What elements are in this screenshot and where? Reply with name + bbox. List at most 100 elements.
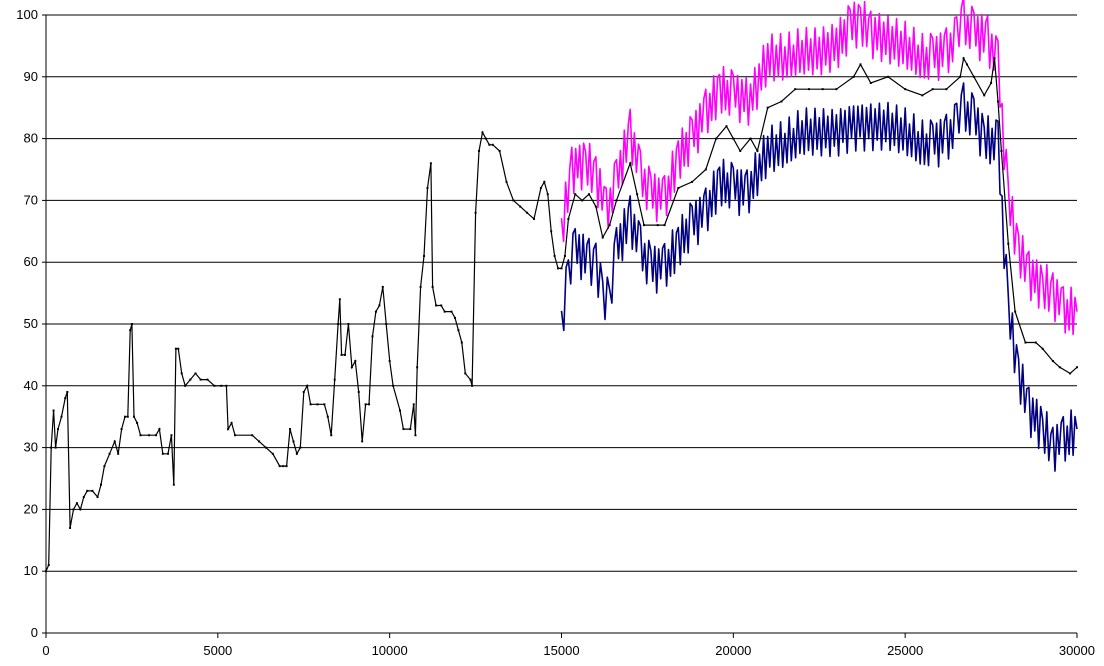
- data-point: [108, 452, 111, 455]
- data-point: [64, 397, 67, 400]
- data-point: [553, 255, 556, 258]
- data-point: [563, 255, 566, 258]
- data-point: [807, 88, 810, 91]
- data-point: [469, 378, 472, 381]
- series-0: [45, 56, 1078, 573]
- data-point: [354, 360, 357, 363]
- data-point: [258, 440, 261, 443]
- data-point: [225, 384, 228, 387]
- data-point: [337, 323, 340, 325]
- data-point: [859, 63, 862, 66]
- data-point: [642, 224, 645, 227]
- data-point: [519, 205, 522, 208]
- series-line-1: [560, 0, 1078, 336]
- data-point: [1024, 341, 1027, 344]
- data-point: [91, 489, 94, 492]
- data-point: [546, 193, 549, 196]
- data-point: [1000, 149, 1003, 152]
- data-point: [82, 496, 85, 499]
- data-point: [69, 526, 72, 529]
- data-point: [484, 137, 487, 140]
- data-point: [227, 428, 230, 431]
- data-point: [50, 446, 53, 449]
- data-point: [194, 372, 197, 375]
- data-point: [440, 304, 443, 307]
- data-point: [996, 100, 999, 103]
- data-point: [282, 465, 285, 468]
- data-point: [636, 193, 639, 196]
- data-point: [132, 415, 135, 418]
- axes: [42, 14, 1078, 638]
- data-point: [677, 187, 680, 190]
- data-point: [167, 452, 170, 455]
- data-point: [1076, 366, 1078, 369]
- data-point: [139, 434, 142, 437]
- data-point: [498, 149, 501, 152]
- data-point: [364, 403, 367, 406]
- data-point: [357, 390, 360, 393]
- data-point: [966, 63, 969, 66]
- y-tick-label: 40: [24, 378, 38, 393]
- data-point: [170, 434, 173, 437]
- data-point: [414, 434, 417, 437]
- data-point: [550, 230, 553, 233]
- data-point: [392, 384, 395, 387]
- data-point: [1069, 372, 1072, 375]
- data-point: [959, 75, 962, 78]
- data-point: [972, 75, 975, 78]
- data-point: [86, 489, 89, 492]
- data-point: [615, 199, 618, 202]
- data-point: [340, 353, 343, 356]
- data-point: [161, 452, 164, 455]
- data-point: [663, 224, 666, 227]
- data-point: [113, 440, 116, 443]
- data-point: [1007, 242, 1010, 245]
- data-point: [990, 81, 993, 84]
- x-tick-label: 20000: [715, 643, 751, 658]
- data-point: [174, 347, 177, 350]
- data-point: [423, 255, 426, 258]
- data-point: [567, 217, 570, 220]
- data-point: [130, 323, 133, 325]
- data-point: [117, 452, 120, 455]
- data-point: [66, 390, 69, 393]
- data-point: [302, 390, 305, 393]
- data-point: [347, 323, 350, 325]
- data-point: [608, 224, 611, 227]
- data-point: [292, 440, 295, 443]
- data-point: [343, 353, 346, 356]
- data-point: [526, 211, 529, 214]
- data-point: [120, 428, 123, 431]
- series-1: [560, 0, 1078, 336]
- data-point: [326, 415, 329, 418]
- data-point: [457, 329, 460, 332]
- data-point: [656, 224, 659, 227]
- data-point: [419, 285, 422, 288]
- y-tick-label: 70: [24, 192, 38, 207]
- data-point: [852, 75, 855, 78]
- x-tick-label: 5000: [203, 643, 232, 658]
- data-point: [594, 205, 597, 208]
- data-point: [316, 403, 319, 406]
- data-point: [821, 88, 824, 91]
- data-point: [330, 434, 333, 437]
- data-point: [471, 384, 474, 387]
- data-point: [388, 360, 391, 363]
- x-tick-label: 0: [42, 643, 49, 658]
- data-point: [715, 137, 718, 140]
- data-point: [478, 149, 481, 152]
- data-point: [481, 131, 484, 134]
- data-point: [368, 403, 371, 406]
- data-point: [581, 199, 584, 202]
- data-point: [371, 335, 374, 338]
- data-point: [184, 384, 187, 387]
- data-point: [505, 180, 508, 183]
- data-point: [213, 384, 216, 387]
- data-point: [361, 440, 364, 443]
- data-point: [154, 434, 157, 437]
- y-tick-label: 60: [24, 254, 38, 269]
- data-point: [464, 372, 467, 375]
- data-point: [60, 415, 63, 418]
- data-point: [983, 94, 986, 97]
